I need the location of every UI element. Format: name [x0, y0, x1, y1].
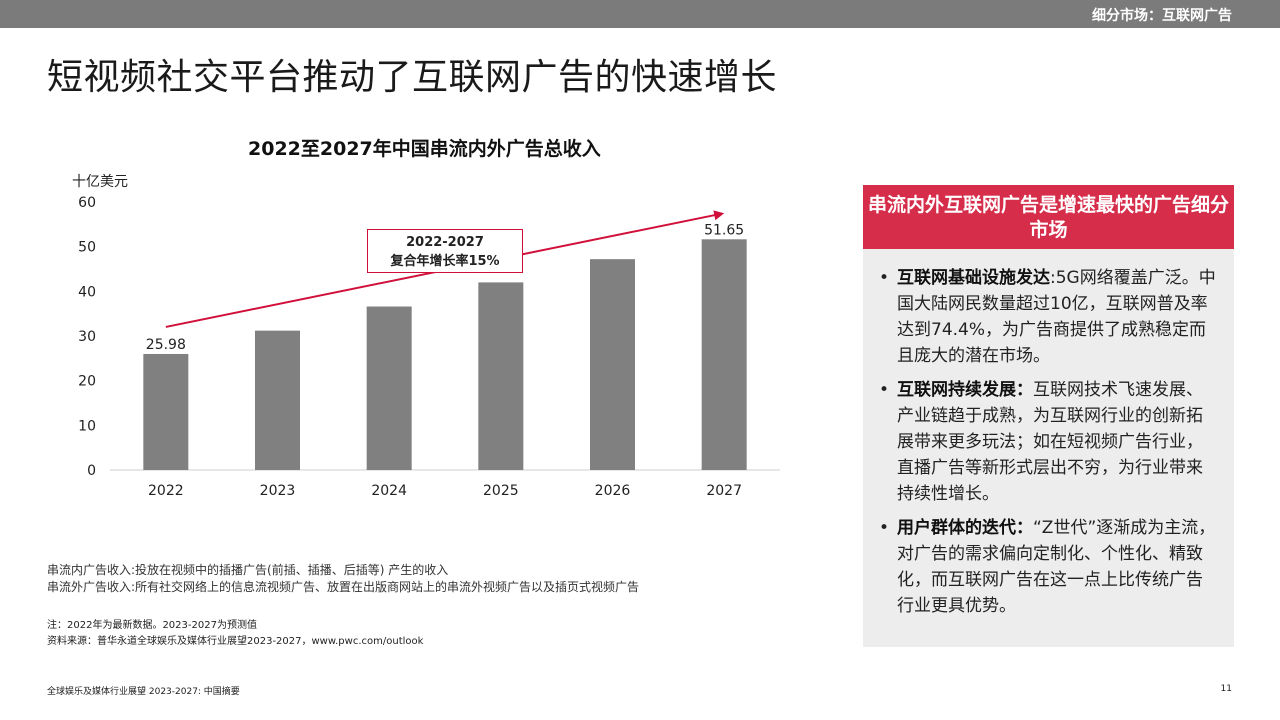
section-label: 细分市场：互联网广告: [1092, 8, 1232, 24]
page-number: 11: [1220, 684, 1232, 694]
footer-report-title: 全球娱乐及媒体行业展望 2023-2027: 中国摘要: [47, 687, 240, 697]
y-tick-label: 0: [87, 463, 96, 479]
bullet-heading: 互联网基础设施发达: [897, 268, 1050, 288]
bullet-dot-icon: •: [879, 518, 890, 538]
bar: [143, 353, 189, 470]
bullet-item: • 互联网持续发展：互联网技术飞速发展、产业链趋于成熟，为互联网行业的创新拓展带…: [877, 377, 1218, 507]
cagr-callout: 2022-2027 复合年增长率15%: [367, 229, 523, 273]
y-axis-label: 十亿美元: [72, 174, 128, 190]
callout-line-2: 复合年增长率15%: [390, 254, 500, 269]
bullet-dot-icon: •: [879, 268, 890, 288]
data-label: 25.98: [146, 337, 186, 353]
notes: 注：2022年为最新数据。2023-2027为预测值 资料来源：普华永道全球娱乐…: [47, 618, 423, 650]
note-forecast: 注：2022年为最新数据。2023-2027为预测值: [47, 620, 257, 631]
bullet-text: 互联网技术飞速发展、产业链趋于成熟，为互联网行业的创新拓展带来更多玩法；如在短视…: [897, 380, 1203, 504]
chart-title: 2022至2027年中国串流内外广告总收入: [248, 138, 601, 160]
x-tick-label: 2023: [260, 483, 296, 499]
bullet-heading: 用户群体的迭代：: [897, 518, 1033, 538]
bullet-item: • 用户群体的迭代：“Z世代”逐渐成为主流，对广告的需求偏向定制化、个性化、精致…: [877, 515, 1218, 619]
definition-in-stream: 串流内广告收入:投放在视频中的插播广告(前插、插播、后插等) 产生的收入: [47, 563, 449, 577]
trend-arrow-head-icon: [713, 210, 725, 221]
y-tick-label: 60: [78, 195, 96, 211]
bar: [255, 330, 300, 470]
x-tick-label: 2022: [148, 483, 184, 499]
bar: [478, 282, 524, 470]
bar: [701, 239, 747, 470]
callout-line-1: 2022-2027: [406, 235, 484, 250]
bar: [590, 259, 635, 470]
x-tick-label: 2027: [706, 483, 742, 499]
x-tick-label: 2026: [595, 483, 631, 499]
bullet-dot-icon: •: [879, 380, 890, 400]
top-bar: 细分市场：互联网广告: [0, 0, 1280, 28]
bar-chart: 十亿美元 0 10 20 30 40 50 60 2022 25.98 2023 2024 2025 20…: [72, 174, 780, 499]
data-label: 51.65: [704, 222, 744, 238]
y-tick-label: 30: [78, 329, 96, 345]
x-tick-label: 2025: [483, 483, 519, 499]
y-tick-label: 10: [78, 418, 96, 434]
note-source: 资料来源：普华永道全球娱乐及媒体行业展望2023-2027，www.pwc.co…: [47, 636, 424, 647]
bullet-text: :5G网络覆盖广泛。中国大陆网民数量超过10亿，互联网普及率达到74.4%，为广…: [897, 268, 1216, 366]
definition-out-stream: 串流外广告收入:所有社交网络上的信息流视频广告、放置在出版商网站上的串流外视频广…: [47, 580, 640, 594]
bullet-item: • 互联网基础设施发达:5G网络覆盖广泛。中国大陆网民数量超过10亿，互联网普及…: [877, 265, 1218, 369]
y-tick-label: 40: [78, 284, 96, 300]
bar: [366, 306, 412, 470]
x-tick-label: 2024: [371, 483, 407, 499]
y-tick-label: 50: [78, 240, 96, 256]
y-tick-label: 20: [78, 374, 96, 390]
bullet-heading: 互联网持续发展：: [897, 380, 1033, 400]
panel-body: • 互联网基础设施发达:5G网络覆盖广泛。中国大陆网民数量超过10亿，互联网普及…: [863, 249, 1234, 647]
definitions: 串流内广告收入:投放在视频中的插播广告(前插、插播、后插等) 产生的收入 串流外…: [47, 562, 639, 596]
page-title: 短视频社交平台推动了互联网广告的快速增长: [47, 57, 778, 98]
panel-heading: 串流内外互联网广告是增速最快的广告细分市场: [863, 185, 1234, 249]
bullet-text: “Z世代”逐渐成为主流，对广告的需求偏向定制化、个性化、精致化，而互联网广告在这…: [897, 518, 1216, 616]
